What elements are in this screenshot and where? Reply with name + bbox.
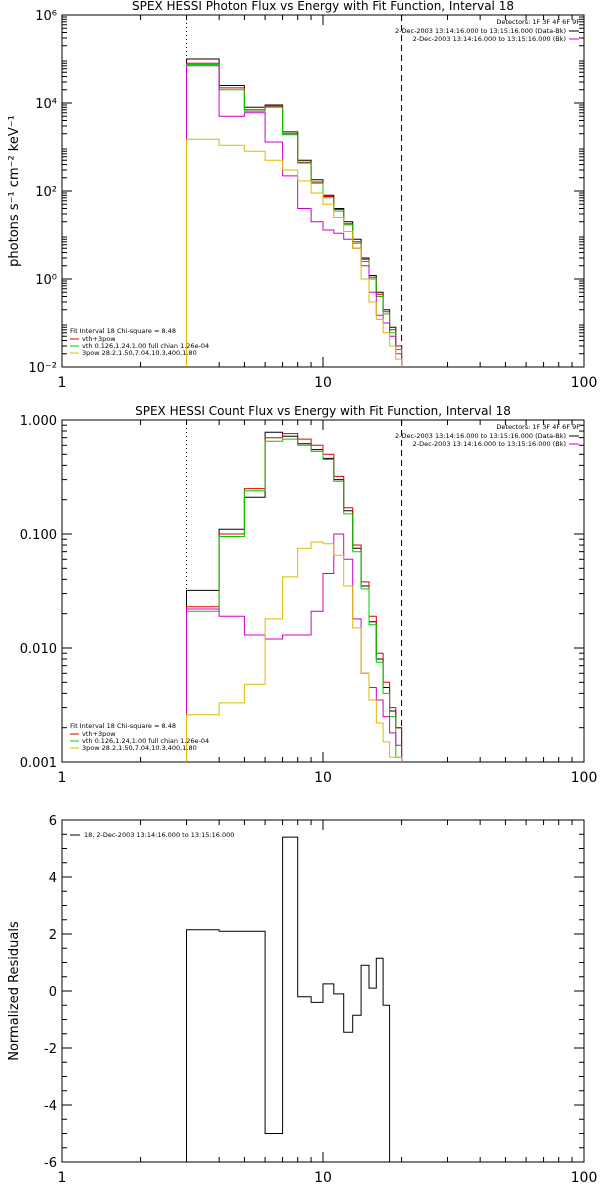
chart-3-x-tick-label: 10 bbox=[314, 1170, 332, 1186]
chart-2-fit-legend-entry: vth+3pow bbox=[82, 730, 116, 738]
chart-2-x-tick-label: 10 bbox=[314, 770, 332, 786]
chart-1-y-tick-label: 10⁶ bbox=[35, 9, 57, 24]
chart-3-x-tick-label: 100 bbox=[571, 1170, 598, 1186]
chart-2-y-tick-label: 0.010 bbox=[20, 642, 57, 657]
chart-3-legend-entry: 18, 2-Dec-2003 13:14:16.000 to 13:15:16.… bbox=[84, 831, 234, 839]
chart-3-y-axis-label: Normalized Residuals bbox=[7, 921, 22, 1061]
chart-3-series-1-line bbox=[186, 836, 402, 1163]
chart-2-y-tick-label: 0.100 bbox=[20, 528, 57, 543]
chart-3-y-tick-label: -2 bbox=[44, 1042, 57, 1057]
chart-3-y-tick-label: 0 bbox=[49, 985, 57, 1000]
chart-2-legend-header: Detectors: 1F 3F 4F 6F 9F bbox=[496, 423, 580, 431]
chart-1-legend-entry: 2-Dec-2003 13:14:16.000 to 13:15:16.000 … bbox=[413, 35, 566, 43]
chart-1-series-1-line bbox=[186, 58, 403, 367]
chart-3-y-tick-label: 4 bbox=[49, 871, 57, 886]
chart-2-series-2-line bbox=[186, 433, 403, 762]
chart-2-fit-legend-header: Fit Interval 18 Chi-square = 8.48 bbox=[70, 722, 176, 730]
chart-1-legend-entry: 2-Dec-2003 13:14:16.000 to 13:15:16.000 … bbox=[395, 27, 566, 35]
chart-2-legend-entry: 2-Dec-2003 13:14:16.000 to 13:15:16.000 … bbox=[395, 432, 566, 440]
chart-2-series-4-line bbox=[186, 533, 403, 762]
chart-2-fit-legend-entry: vth 0.126,1.24,1.00 full chian 1.26e-04 bbox=[82, 737, 209, 745]
chart-3-y-tick-label: -6 bbox=[44, 1156, 57, 1171]
chart-1-x-tick-label: 10 bbox=[314, 375, 332, 391]
chart-3-y-tick-label: 6 bbox=[49, 814, 57, 829]
chart-1-series-4-line bbox=[186, 65, 403, 367]
chart-2-y-tick-label: 0.001 bbox=[20, 756, 57, 771]
chart-2-fit-legend-entry: 3pow 28.2,1.50,7.04,10.3,400,1.80 bbox=[82, 744, 197, 752]
chart-2-y-tick-label: 1.000 bbox=[20, 414, 57, 429]
chart-1-series-3-line bbox=[186, 64, 403, 367]
chart-1-fit-legend-entry: vth 0.126,1.24,1.00 full chian 1.26e-04 bbox=[82, 342, 209, 350]
chart-1-series-2-line bbox=[186, 62, 403, 367]
chart-3-y-tick-label: 2 bbox=[49, 928, 57, 943]
chart-2-series-5-line bbox=[186, 541, 403, 762]
chart-1-y-tick-label: 10⁻² bbox=[28, 361, 57, 376]
chart-1-legend-header: Detectors: 1F 3F 4F 6F 9F bbox=[496, 18, 580, 26]
chart-2-series-1-line bbox=[186, 431, 403, 762]
chart-1-series-5-line bbox=[186, 138, 403, 367]
chart-2-x-tick-label: 1 bbox=[58, 770, 67, 786]
chart-3-y-tick-label: -4 bbox=[44, 1099, 57, 1114]
chart-1-fit-legend-entry: 3pow 28.2,1.50,7.04,10.3,400,1.80 bbox=[82, 349, 197, 357]
chart-1-title: SPEX HESSI Photon Flux vs Energy with Fi… bbox=[132, 0, 514, 13]
chart-2-x-tick-label: 100 bbox=[571, 770, 598, 786]
chart-1-fit-legend-header: Fit Interval 18 Chi-square = 8.48 bbox=[70, 327, 176, 335]
chart-1-fit-legend-entry: vth+3pow bbox=[82, 335, 116, 343]
chart-2-title: SPEX HESSI Count Flux vs Energy with Fit… bbox=[135, 404, 511, 418]
chart-1-x-tick-label: 1 bbox=[58, 375, 67, 391]
chart-1-y-tick-label: 10⁰ bbox=[35, 273, 57, 288]
chart-1-y-axis-label: photons s⁻¹ cm⁻² keV⁻¹ bbox=[7, 115, 22, 267]
chart-1-y-tick-label: 10⁴ bbox=[35, 97, 57, 112]
chart-3-x-tick-label: 1 bbox=[58, 1170, 67, 1186]
chart-2-series-3-line bbox=[186, 438, 403, 762]
chart-1-x-tick-label: 100 bbox=[571, 375, 598, 391]
chart-1-y-tick-label: 10² bbox=[35, 185, 57, 200]
chart-2-legend-entry: 2-Dec-2003 13:14:16.000 to 13:15:16.000 … bbox=[413, 440, 566, 448]
